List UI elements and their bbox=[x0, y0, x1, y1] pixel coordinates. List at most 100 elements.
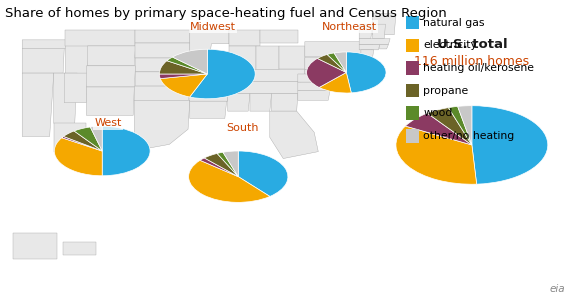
Text: natural gas: natural gas bbox=[423, 18, 485, 28]
Text: West: West bbox=[95, 118, 121, 128]
Polygon shape bbox=[359, 45, 380, 50]
Wedge shape bbox=[396, 126, 477, 184]
Wedge shape bbox=[217, 152, 238, 177]
Polygon shape bbox=[270, 111, 318, 159]
Text: eia: eia bbox=[550, 284, 565, 294]
Polygon shape bbox=[359, 39, 390, 45]
Text: Northeast: Northeast bbox=[322, 22, 377, 32]
Wedge shape bbox=[74, 127, 102, 151]
Polygon shape bbox=[228, 94, 250, 111]
Wedge shape bbox=[102, 126, 150, 176]
Wedge shape bbox=[62, 137, 102, 151]
Wedge shape bbox=[190, 49, 255, 99]
Wedge shape bbox=[449, 106, 472, 145]
Polygon shape bbox=[135, 30, 190, 43]
Bar bbox=[406, 106, 419, 120]
Polygon shape bbox=[260, 30, 298, 43]
Wedge shape bbox=[160, 74, 207, 97]
Polygon shape bbox=[361, 57, 371, 62]
Wedge shape bbox=[334, 52, 346, 72]
Text: South: South bbox=[226, 123, 259, 133]
Text: Midwest: Midwest bbox=[190, 22, 236, 32]
Polygon shape bbox=[88, 46, 135, 66]
Polygon shape bbox=[279, 46, 305, 69]
Wedge shape bbox=[172, 49, 207, 74]
Text: U.S. total: U.S. total bbox=[437, 38, 507, 51]
Polygon shape bbox=[22, 73, 54, 137]
Polygon shape bbox=[305, 42, 373, 57]
Polygon shape bbox=[330, 74, 356, 79]
Wedge shape bbox=[238, 151, 288, 196]
Polygon shape bbox=[86, 87, 134, 115]
Polygon shape bbox=[305, 69, 332, 79]
Bar bbox=[406, 38, 419, 52]
Text: 116 million homes: 116 million homes bbox=[414, 55, 530, 68]
Polygon shape bbox=[54, 73, 77, 123]
Polygon shape bbox=[380, 45, 388, 49]
Wedge shape bbox=[458, 106, 472, 145]
Text: propane: propane bbox=[423, 85, 468, 96]
Text: Share of homes by primary space-heating fuel and Census Region: Share of homes by primary space-heating … bbox=[5, 7, 446, 20]
Wedge shape bbox=[346, 52, 386, 93]
Polygon shape bbox=[65, 40, 96, 80]
Polygon shape bbox=[298, 74, 338, 82]
Polygon shape bbox=[190, 86, 229, 101]
Polygon shape bbox=[256, 46, 279, 70]
Polygon shape bbox=[63, 242, 96, 255]
Text: electricity: electricity bbox=[423, 40, 477, 50]
Wedge shape bbox=[427, 108, 472, 145]
Bar bbox=[406, 61, 419, 75]
Polygon shape bbox=[54, 123, 86, 152]
Polygon shape bbox=[361, 50, 374, 57]
Polygon shape bbox=[229, 82, 301, 94]
Polygon shape bbox=[135, 58, 190, 72]
Polygon shape bbox=[22, 40, 67, 48]
Polygon shape bbox=[190, 68, 229, 86]
Wedge shape bbox=[189, 160, 270, 202]
Polygon shape bbox=[250, 94, 272, 111]
Wedge shape bbox=[472, 106, 548, 184]
Polygon shape bbox=[65, 30, 135, 46]
Polygon shape bbox=[134, 100, 190, 149]
Polygon shape bbox=[86, 66, 135, 87]
Polygon shape bbox=[373, 24, 385, 39]
Polygon shape bbox=[190, 52, 229, 68]
Wedge shape bbox=[317, 54, 346, 72]
Wedge shape bbox=[159, 74, 207, 79]
Polygon shape bbox=[229, 30, 260, 46]
Polygon shape bbox=[13, 233, 57, 259]
Polygon shape bbox=[298, 91, 330, 100]
Wedge shape bbox=[307, 58, 346, 88]
Polygon shape bbox=[135, 43, 190, 58]
Wedge shape bbox=[319, 72, 352, 93]
Polygon shape bbox=[135, 72, 190, 86]
Polygon shape bbox=[298, 82, 349, 91]
Text: heating oil/kerosene: heating oil/kerosene bbox=[423, 63, 534, 73]
Polygon shape bbox=[134, 86, 190, 100]
Polygon shape bbox=[359, 24, 373, 39]
Wedge shape bbox=[54, 138, 102, 176]
Polygon shape bbox=[64, 73, 88, 103]
Bar bbox=[406, 129, 419, 143]
Polygon shape bbox=[22, 48, 64, 73]
Wedge shape bbox=[91, 126, 102, 151]
Polygon shape bbox=[190, 101, 227, 118]
Polygon shape bbox=[190, 30, 229, 52]
Text: other/no heating: other/no heating bbox=[423, 131, 515, 141]
Polygon shape bbox=[373, 14, 396, 35]
Polygon shape bbox=[305, 57, 361, 69]
Polygon shape bbox=[272, 94, 298, 111]
Wedge shape bbox=[223, 151, 238, 177]
Bar bbox=[406, 16, 419, 30]
Polygon shape bbox=[229, 46, 256, 70]
Wedge shape bbox=[167, 57, 207, 74]
Wedge shape bbox=[64, 131, 102, 151]
Bar bbox=[406, 84, 419, 97]
Wedge shape bbox=[159, 61, 207, 74]
Wedge shape bbox=[200, 158, 238, 177]
Wedge shape bbox=[405, 113, 472, 145]
Text: wood: wood bbox=[423, 108, 453, 118]
Wedge shape bbox=[327, 53, 346, 72]
Polygon shape bbox=[229, 69, 305, 82]
Wedge shape bbox=[204, 153, 238, 177]
